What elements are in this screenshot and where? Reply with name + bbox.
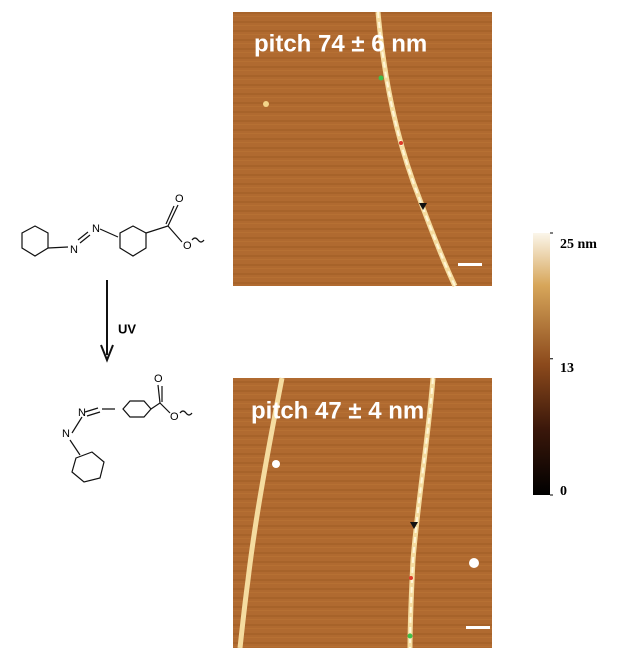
cis-structure: N N O O <box>62 373 192 482</box>
panel-label: pitch 74 ± 6 nm <box>254 30 427 57</box>
colorbar-tick-label: 0 <box>560 484 567 499</box>
afm-image-bottom: pitch 47 ± 4 nm <box>233 378 492 648</box>
panel-label: pitch 47 ± 4 nm <box>251 397 424 424</box>
atom-label: N <box>62 428 70 440</box>
atom-label: O <box>183 240 192 252</box>
afm-image-top: pitch 74 ± 6 nm <box>233 12 492 286</box>
atom-label: N <box>70 244 78 256</box>
atom-label: O <box>175 193 184 205</box>
atom-label: O <box>154 373 163 385</box>
colorbar-tick-label: 25 nm <box>560 237 597 252</box>
atom-label: N <box>92 223 100 235</box>
trans-structure: N N O O <box>22 193 204 256</box>
colorbar-tick-label: 13 <box>560 361 574 376</box>
reaction-arrow: UV <box>101 280 136 360</box>
atom-label: O <box>170 411 179 423</box>
colorbar-ticks: 25 nm 13 0 <box>550 233 597 499</box>
arrow-label: UV <box>118 321 136 336</box>
figure: pitch 74 ± 6 nm pitch 47 ± 4 nm N N O O … <box>0 0 618 648</box>
colorbar <box>533 233 550 495</box>
atom-label: N <box>78 407 86 419</box>
